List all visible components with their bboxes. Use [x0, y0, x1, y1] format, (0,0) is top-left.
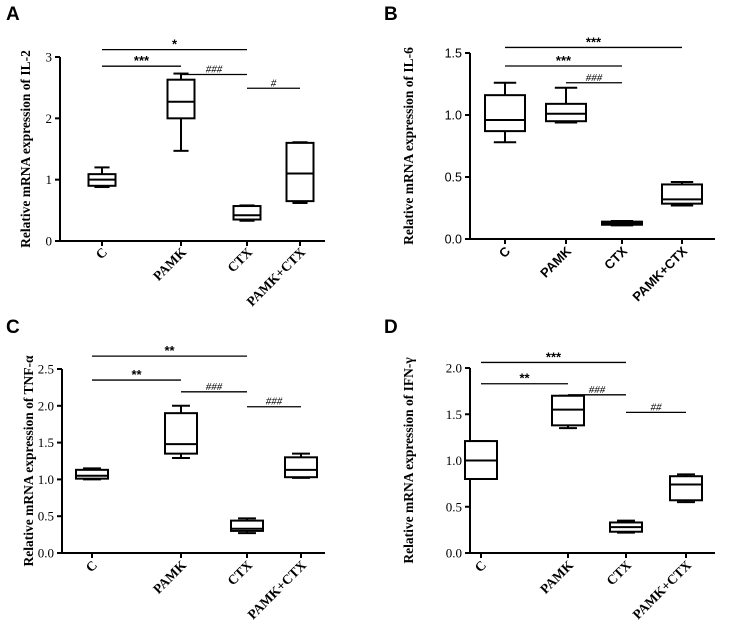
box-rect	[166, 78, 196, 120]
category-label: PAMK+CTX	[629, 557, 694, 622]
y-tick-label: 1.0	[446, 453, 462, 468]
box-c	[464, 440, 498, 481]
y-tick-label: 3	[46, 50, 53, 65]
category-label: PAMK	[537, 557, 576, 596]
panel-d: D 0.0 0.5 1.0 1.5 2.0 Relative mRNA expression…	[384, 317, 715, 622]
box-pamk-ctx	[669, 473, 703, 504]
category-label: PAMK	[150, 557, 189, 596]
y-tick-label: 0.5	[38, 509, 54, 524]
panel-letter: A	[6, 4, 20, 25]
y-tick-label: 1.0	[445, 109, 462, 123]
box-ctx	[230, 517, 264, 535]
significance-label: ###	[206, 63, 223, 75]
panel-a: A 0 1 2 3 Relative mRNA expression of IL-2 C PA…	[6, 4, 325, 309]
y-axis-title: Relative mRNA expression of TNF-α	[21, 355, 36, 566]
significance-label: ###	[586, 72, 603, 84]
y-axis-title: Relative mRNA expression of IL-2	[18, 50, 33, 248]
significance-label: **	[131, 367, 142, 382]
y-tick-label: 1.5	[38, 435, 54, 450]
box-pamk	[545, 86, 587, 124]
y-tick-label: 0.5	[446, 499, 462, 514]
category-label: CTX	[224, 244, 255, 275]
category-label: CTX	[601, 243, 630, 272]
significance-label: **	[164, 343, 175, 358]
box-ctx	[601, 220, 643, 227]
box-rect	[669, 475, 703, 502]
box-rect	[661, 183, 703, 205]
box-c	[87, 166, 117, 189]
y-tick-label: 2	[46, 111, 53, 126]
box-rect	[164, 412, 198, 455]
y-tick-label: 1.5	[446, 407, 462, 422]
y-tick-label: 0.0	[445, 233, 462, 247]
panel-letter: C	[6, 317, 20, 338]
y-tick-label: 0	[46, 234, 53, 249]
significance-label: ***	[556, 53, 572, 68]
panel-letter: B	[384, 4, 398, 25]
box-pamk	[164, 404, 198, 460]
category-label: CTX	[224, 557, 255, 588]
box-rect	[284, 456, 318, 479]
y-tick-label: 1.5	[445, 47, 462, 61]
category-label: PAMK	[150, 244, 189, 283]
panel-letter: D	[384, 317, 398, 338]
significance-label: *	[172, 37, 178, 52]
category-label: PAMK+CTX	[629, 243, 690, 304]
y-axis-title: Relative mRNA expression of IL-6	[401, 47, 416, 245]
box-rect	[484, 94, 526, 133]
box-rect	[232, 205, 262, 221]
box-pamk-ctx	[285, 141, 315, 204]
significance-label: ***	[134, 53, 150, 68]
category-label: PAMK+CTX	[244, 557, 309, 622]
significance-label: ***	[546, 349, 562, 364]
significance-label: #	[271, 77, 277, 89]
significance-label: ###	[589, 384, 606, 396]
y-tick-label: 1	[46, 172, 53, 187]
significance-label: ###	[266, 396, 283, 408]
panel-b: B 0.0 0.5 1.0 1.5 Relative mRNA expression of…	[384, 4, 715, 304]
box-pamk-ctx	[661, 180, 703, 207]
significance-label: ***	[586, 34, 602, 49]
box-rect	[285, 141, 315, 203]
box-pamk	[551, 394, 585, 430]
significance-label: ##	[651, 401, 663, 413]
y-tick-label: 1.0	[38, 472, 54, 487]
category-label: C	[496, 243, 514, 261]
box-pamk	[166, 72, 196, 152]
significance-label: ###	[206, 381, 223, 393]
box-rect	[230, 519, 264, 532]
y-tick-label: 0.0	[38, 546, 54, 561]
y-tick-label: 2.0	[446, 361, 462, 376]
y-axis-title: Relative mRNA expression of IFN-γ	[401, 357, 416, 564]
box-ctx	[232, 204, 262, 222]
category-label: CTX	[603, 557, 634, 588]
category-label: C	[93, 245, 111, 263]
box-c	[75, 467, 109, 481]
y-tick-label: 0.0	[446, 546, 462, 561]
y-tick-label: 0.5	[445, 171, 462, 185]
category-label: C	[83, 558, 101, 576]
box-pamk-ctx	[284, 452, 318, 479]
category-label: PAMK	[537, 243, 574, 280]
box-rect	[75, 468, 109, 480]
y-tick-label: 2.0	[38, 398, 54, 413]
box-c	[484, 81, 526, 144]
significance-label: **	[519, 371, 530, 386]
box-rect	[545, 102, 587, 123]
y-tick-label: 2.5	[38, 362, 54, 377]
category-label: C	[472, 558, 490, 576]
box-ctx	[609, 519, 643, 534]
